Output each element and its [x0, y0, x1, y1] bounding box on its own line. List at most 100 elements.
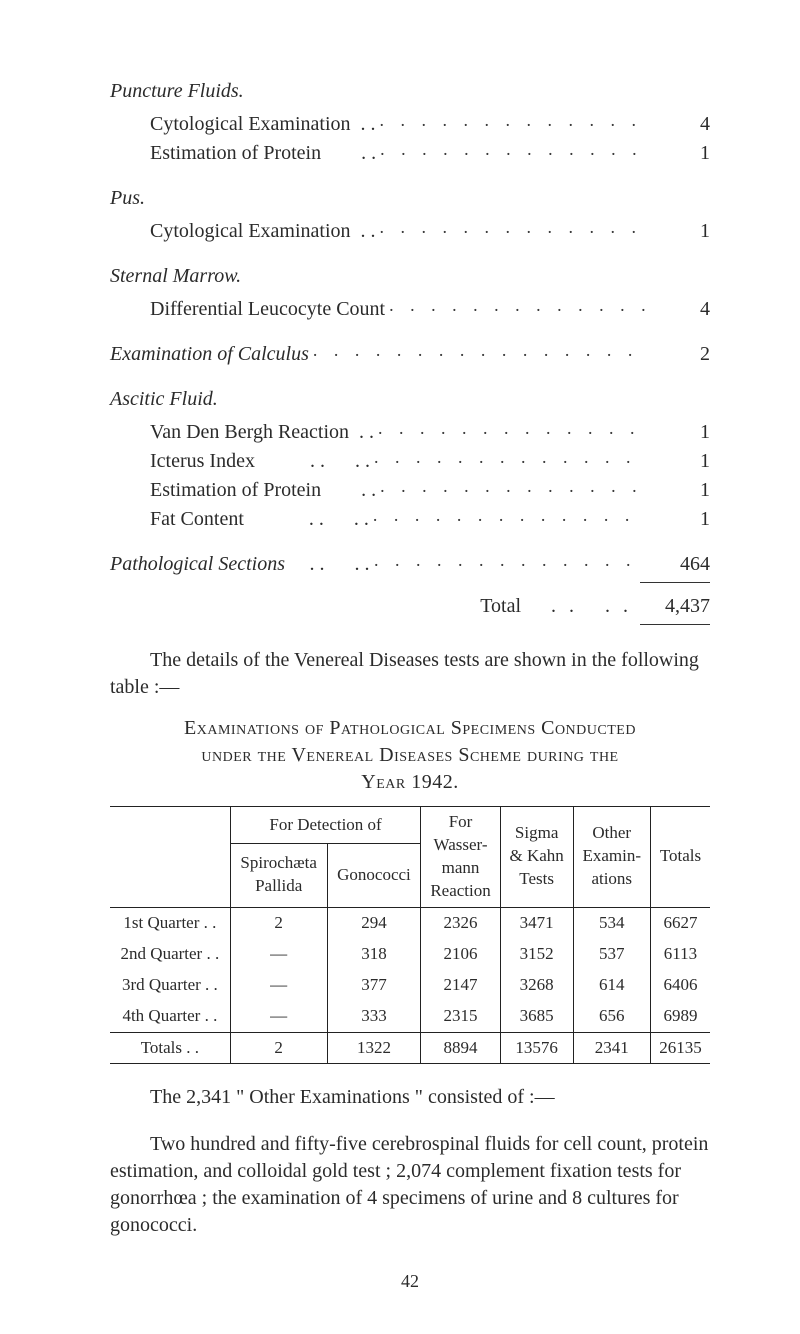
entry-value: 1 [650, 448, 710, 475]
cell: 318 [327, 939, 421, 970]
leader-dots [389, 293, 646, 317]
table-row: 4th Quarter . . — 333 2315 3685 656 6989 [110, 1001, 710, 1032]
leader-dots [313, 338, 646, 362]
entry-row: Estimation of Protein . . 1 [150, 477, 710, 504]
entry-label: Fat Content . . . . [150, 506, 369, 533]
cell: 3268 [500, 970, 573, 1001]
entry-label: Icterus Index . . . . [150, 448, 370, 475]
rule-line [640, 582, 710, 583]
entry-value: 4 [650, 111, 710, 138]
leader-dots [378, 416, 646, 440]
th-detection: For Detection of [230, 807, 421, 844]
table-row: 3rd Quarter . . — 377 2147 3268 614 6406 [110, 970, 710, 1001]
entry-label: Cytological Examination . . [150, 218, 376, 245]
page-number: 42 [110, 1269, 710, 1293]
cell: 8894 [421, 1032, 500, 1064]
cell: 13576 [500, 1032, 573, 1064]
entry-row: Cytological Examination . . 1 [150, 218, 710, 245]
cell: 294 [327, 907, 421, 938]
th-frag: Spirochæta [240, 853, 317, 872]
entry-row: Icterus Index . . . . 1 [150, 448, 710, 475]
entry-row: Examination of Calculus 2 [110, 341, 710, 368]
cell: 377 [327, 970, 421, 1001]
th-frag: Reaction [430, 881, 490, 900]
leader-dots [374, 548, 646, 572]
entry-label: Estimation of Protein . . [150, 140, 376, 167]
entry-value: 4 [650, 296, 710, 323]
cell: 6989 [650, 1001, 710, 1032]
th-frag: mann [442, 858, 480, 877]
entry-row: Fat Content . . . . 1 [150, 506, 710, 533]
section-title-pus: Pus. [110, 185, 710, 212]
th-frag: ations [591, 869, 632, 888]
th-frag: & Kahn [510, 846, 564, 865]
leader-dots: . . . . [551, 593, 650, 620]
th-frag: For [449, 812, 473, 831]
entry-row: Cytological Examination . . 4 [150, 111, 710, 138]
section-title-ascitic: Ascitic Fluid. [110, 386, 710, 413]
cell: 534 [573, 907, 650, 938]
th-totals: Totals [650, 807, 710, 908]
caption-line: Examinations of Pathological Specimens C… [184, 717, 636, 739]
leader-dots [374, 445, 646, 469]
row-label: 3rd Quarter . . [110, 970, 230, 1001]
entry-value: 464 [650, 551, 710, 578]
leader-dots [380, 474, 646, 498]
table-totals-row: Totals . . 2 1322 8894 13576 2341 26135 [110, 1032, 710, 1064]
paragraph-footnote: The 2,341 " Other Examinations " consist… [110, 1084, 710, 1111]
entry-value: 1 [650, 419, 710, 446]
entry-row: Differential Leucocyte Count 4 [150, 296, 710, 323]
entry-row: Estimation of Protein . . 1 [150, 140, 710, 167]
cell: — [230, 970, 327, 1001]
th-frag: Sigma [515, 823, 558, 842]
entry-row: Van Den Bergh Reaction . . 1 [150, 419, 710, 446]
entry-row: Pathological Sections . . . . 464 [110, 551, 710, 578]
leader-dots [373, 503, 646, 527]
caption-line: Year 1942. [361, 771, 458, 793]
cell: 2315 [421, 1001, 500, 1032]
cell: — [230, 1001, 327, 1032]
cell: — [230, 939, 327, 970]
cell: 333 [327, 1001, 421, 1032]
cell: 2147 [421, 970, 500, 1001]
paragraph-intro: The details of the Venereal Diseases tes… [110, 647, 710, 701]
cell: 6113 [650, 939, 710, 970]
row-label: 1st Quarter . . [110, 907, 230, 938]
section-title-sternal: Sternal Marrow. [110, 263, 710, 290]
th-spirochaeta: Spirochæta Pallida [230, 844, 327, 908]
cell: 3685 [500, 1001, 573, 1032]
rule-line [640, 624, 710, 625]
th-wassermann: For Wasser- mann Reaction [421, 807, 500, 908]
entry-value: 1 [650, 140, 710, 167]
th-frag: Pallida [255, 876, 302, 895]
table-row: 2nd Quarter . . — 318 2106 3152 537 6113 [110, 939, 710, 970]
cell: 656 [573, 1001, 650, 1032]
cell: 2341 [573, 1032, 650, 1064]
cell: 3152 [500, 939, 573, 970]
section-title-puncture: Puncture Fluids. [110, 78, 710, 105]
th-frag: Wasser- [434, 835, 488, 854]
th-other-exams: Other Examin- ations [573, 807, 650, 908]
table-caption: Examinations of Pathological Specimens C… [110, 715, 710, 796]
th-gonococci: Gonococci [327, 844, 421, 908]
entry-value: 1 [650, 506, 710, 533]
cell: 537 [573, 939, 650, 970]
entry-value: 1 [650, 477, 710, 504]
cell: 2 [230, 1032, 327, 1064]
entry-value: 1 [650, 218, 710, 245]
leader-dots [380, 137, 646, 161]
th-frag: Examin- [582, 846, 641, 865]
paragraph-footnote: Two hundred and fifty-five cerebrospinal… [110, 1131, 710, 1239]
entry-label: Estimation of Protein . . [150, 477, 376, 504]
table-row: 1st Quarter . . 2 294 2326 3471 534 6627 [110, 907, 710, 938]
cell: 2326 [421, 907, 500, 938]
row-label: Totals . . [110, 1032, 230, 1064]
entry-label: Differential Leucocyte Count [150, 296, 385, 323]
cell: 614 [573, 970, 650, 1001]
cell: 1322 [327, 1032, 421, 1064]
total-row: Total . . . . 4,437 [110, 593, 710, 620]
total-value: 4,437 [650, 593, 710, 620]
entry-label: Cytological Examination . . [150, 111, 376, 138]
cell: 2106 [421, 939, 500, 970]
section-title-calculus: Examination of Calculus [110, 341, 309, 368]
